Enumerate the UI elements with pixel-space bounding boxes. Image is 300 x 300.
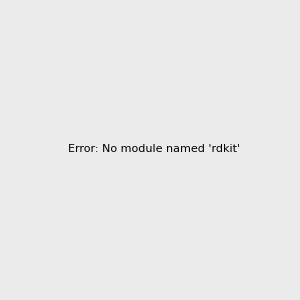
Text: Error: No module named 'rdkit': Error: No module named 'rdkit' <box>68 143 240 154</box>
